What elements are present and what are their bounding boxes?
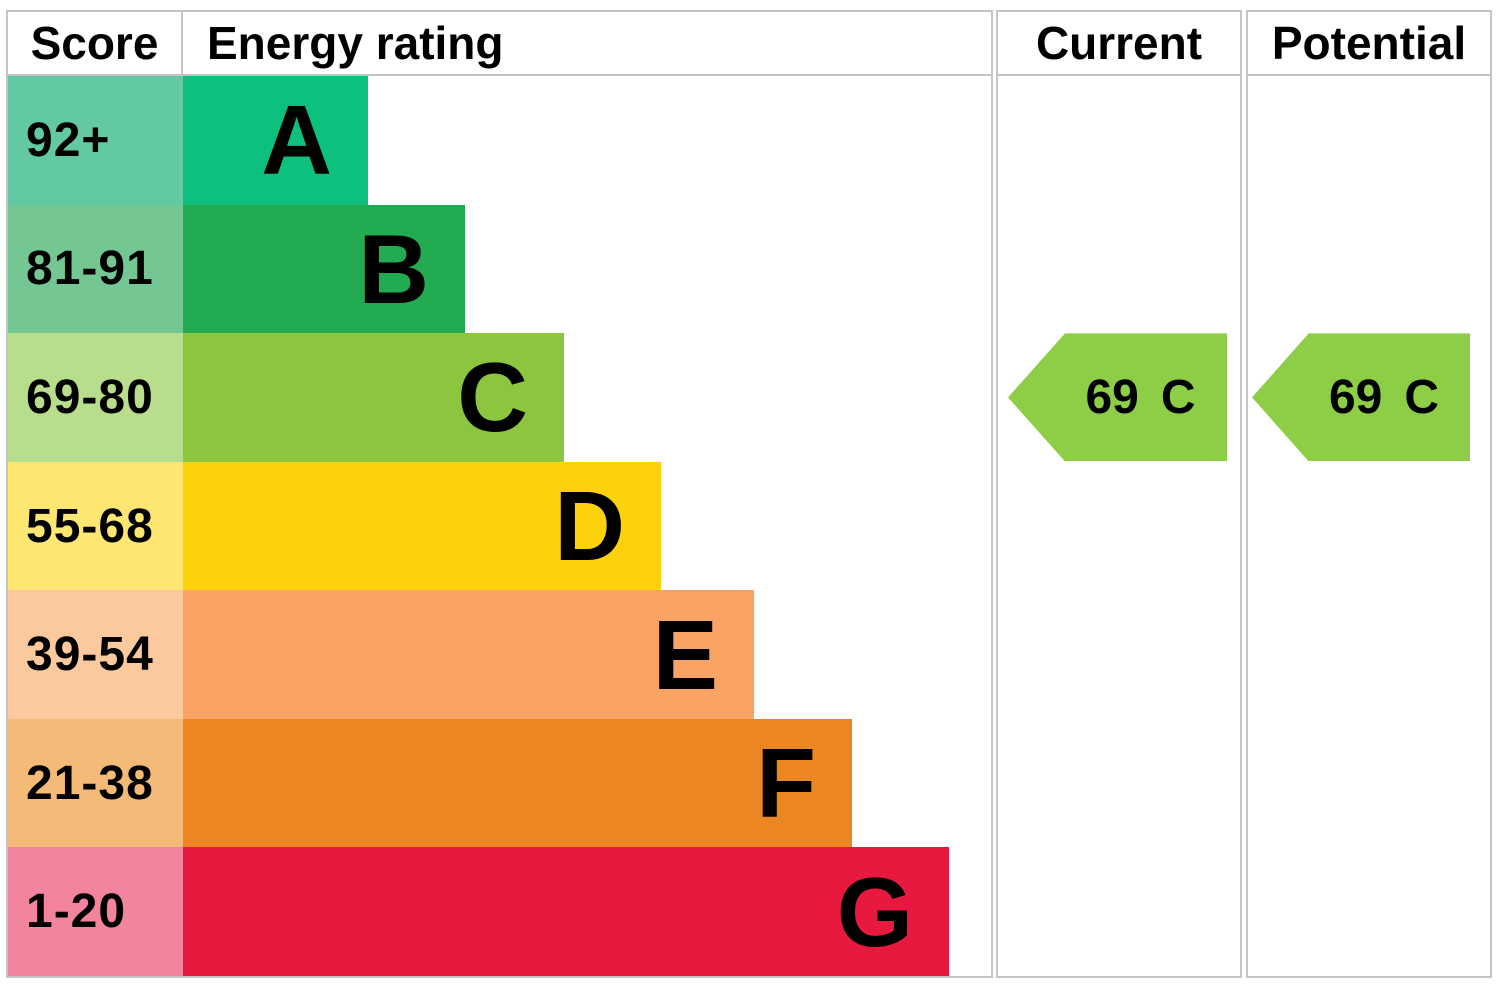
score-range-label-d: 55-68	[8, 461, 183, 591]
bands-container: 92+ A 81-91 B 69-80 C 55-68 D 39-54 E 21-38 F 1-20 G	[8, 76, 991, 977]
band-letter-e: E	[652, 599, 718, 710]
current-score-value: 69	[1085, 370, 1139, 424]
band-row-c: 69-80 C	[8, 333, 991, 462]
band-letter-a: A	[261, 85, 332, 196]
score-range-label-c: 69-80	[8, 333, 183, 462]
band-row-d: 55-68 D	[8, 461, 991, 591]
band-bar-a: A	[183, 76, 368, 205]
current-rating-arrow: 69 C	[1008, 333, 1227, 462]
band-bar-e: E	[183, 590, 754, 719]
score-range-label-g: 1-20	[8, 847, 183, 977]
band-letter-b: B	[358, 213, 429, 324]
chart-header-row: Score Energy rating	[8, 12, 991, 76]
current-band-letter: C	[1160, 370, 1196, 424]
band-letter-g: G	[836, 856, 913, 967]
band-row-e: 39-54 E	[8, 590, 991, 719]
band-row-g: 1-20 G	[8, 847, 991, 977]
potential-column-header: Potential	[1248, 12, 1490, 76]
potential-score-value: 69	[1328, 370, 1383, 424]
band-letter-d: D	[554, 471, 625, 582]
potential-column-panel: Potential 69 C	[1246, 10, 1492, 978]
band-bar-f: F	[183, 718, 852, 848]
band-letter-f: F	[756, 728, 816, 839]
band-row-b: 81-91 B	[8, 204, 991, 334]
potential-rating-arrow: 69 C	[1252, 333, 1470, 462]
band-row-f: 21-38 F	[8, 718, 991, 848]
band-row-a: 92+ A	[8, 76, 991, 205]
current-column-panel: Current 69 C	[996, 10, 1242, 978]
current-column-header: Current	[998, 12, 1240, 76]
energy-rating-column-header: Energy rating	[207, 17, 504, 69]
current-column-body: 69 C	[998, 76, 1240, 976]
band-bar-c: C	[183, 333, 564, 462]
score-range-label-e: 39-54	[8, 590, 183, 719]
rating-bands-panel: Score Energy rating 92+ A 81-91 B 69-80 C 55-6…	[6, 10, 993, 978]
potential-column-body: 69 C	[1248, 76, 1490, 976]
score-range-label-b: 81-91	[8, 204, 183, 334]
band-bar-d: D	[183, 461, 661, 591]
band-letter-c: C	[457, 342, 528, 453]
band-bar-b: B	[183, 204, 465, 334]
band-bar-g: G	[183, 847, 949, 977]
score-range-label-a: 92+	[8, 76, 183, 205]
score-range-label-f: 21-38	[8, 718, 183, 848]
potential-band-letter: C	[1404, 370, 1440, 424]
score-column-header: Score	[8, 12, 183, 74]
